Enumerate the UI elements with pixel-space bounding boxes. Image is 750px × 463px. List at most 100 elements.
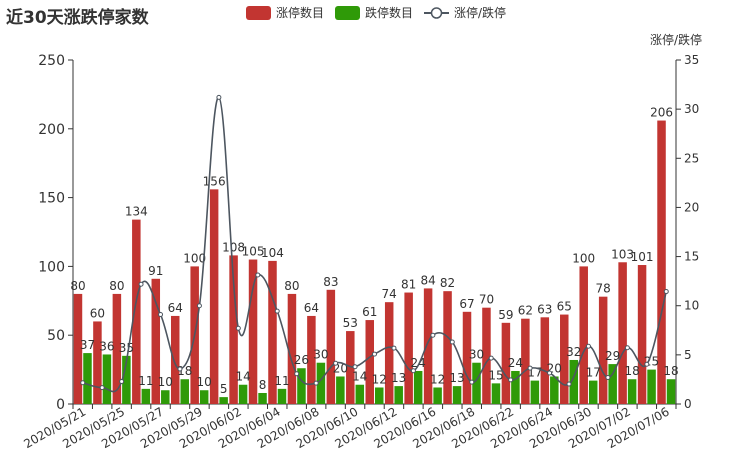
- bar-label-limit-up: 134: [125, 205, 148, 219]
- bar-limit-down: [102, 354, 112, 404]
- bar-limit-up: [170, 315, 180, 404]
- ratio-line-point: [624, 345, 630, 351]
- ratio-line-point: [99, 385, 105, 391]
- y-right-tick-label: 35: [684, 53, 699, 67]
- legend-label: 涨停/跌停: [454, 5, 506, 20]
- bar-label-limit-up: 83: [323, 275, 338, 289]
- bar-label-limit-up: 84: [420, 273, 435, 287]
- bar-limit-down: [588, 380, 598, 404]
- bar-label-limit-up: 65: [557, 300, 572, 314]
- ratio-line-point: [372, 351, 377, 357]
- bar-limit-down: [297, 368, 306, 404]
- bar-limit-down: [375, 387, 384, 404]
- ratio-line-point: [235, 325, 241, 331]
- ratio-line-point: [138, 281, 144, 287]
- bar-label-limit-up: 62: [518, 304, 533, 318]
- bar-label-limit-up: 82: [440, 276, 455, 290]
- ratio-line-point: [430, 332, 436, 338]
- bar-limit-up: [501, 322, 511, 404]
- bar-label-limit-down: 15: [488, 368, 503, 382]
- ratio-line-point: [313, 380, 319, 386]
- y-right-tick-label: 15: [684, 250, 699, 264]
- ratio-line-point: [527, 365, 533, 371]
- bar-label-limit-down: 32: [566, 345, 581, 359]
- ratio-line-point: [216, 94, 222, 100]
- ratio-line-point: [508, 377, 514, 383]
- bar-limit-down: [569, 359, 579, 404]
- y-left-tick-label: 0: [56, 397, 65, 413]
- bar-limit-up: [346, 331, 355, 404]
- y-left-tick-label: 250: [38, 53, 65, 69]
- legend-item-2[interactable]: 跌停数目: [335, 5, 413, 20]
- bar-label-limit-down: 8: [259, 378, 267, 392]
- ratio-line-point: [488, 355, 494, 361]
- bar-limit-down: [141, 388, 151, 404]
- bar-limit-up: [540, 317, 550, 404]
- bar-limit-down: [219, 397, 228, 404]
- legend[interactable]: 涨停数目 跌停数目 涨停/跌停: [246, 5, 506, 20]
- legend-item-3[interactable]: 涨停/跌停: [424, 5, 506, 20]
- bar-label-limit-up: 60: [90, 306, 105, 320]
- bar-limit-up: [112, 293, 122, 404]
- bar-limit-up: [657, 120, 666, 404]
- ratio-line-point: [585, 343, 591, 349]
- ratio-line-point: [333, 360, 339, 366]
- bar-series: [73, 120, 676, 404]
- bar-limit-up: [132, 219, 141, 404]
- bar-labels: 8037603680351341191106418100101565108141…: [70, 106, 678, 397]
- legend-swatch-marker: [430, 7, 443, 19]
- ratio-line-point: [294, 371, 300, 377]
- bar-label-limit-up: 61: [362, 305, 377, 319]
- bar-label-limit-up: 74: [382, 287, 397, 301]
- y-right-tick-label: 25: [684, 151, 699, 165]
- bar-label-limit-down: 12: [372, 372, 387, 386]
- bar-limit-up: [598, 296, 608, 404]
- y-right-tick-label: 0: [684, 397, 692, 411]
- ratio-line-point: [196, 303, 202, 309]
- bar-limit-up: [268, 260, 277, 404]
- bar-label-limit-up: 80: [109, 279, 124, 293]
- ratio-line-point: [80, 380, 86, 386]
- bar-limit-down: [491, 383, 501, 404]
- legend-item-1[interactable]: 涨停数目: [246, 5, 324, 20]
- bar-limit-up: [384, 302, 394, 404]
- legend-label: 跌停数目: [365, 5, 413, 20]
- y-right-tick-label: 10: [684, 299, 699, 313]
- ratio-line-point: [274, 308, 280, 314]
- bar-limit-up: [560, 314, 569, 404]
- bar-label-limit-down: 30: [313, 348, 328, 362]
- bar-label-limit-down: 35: [119, 341, 134, 355]
- bar-limit-up: [618, 262, 627, 404]
- bar-limit-down: [550, 376, 559, 404]
- ratio-line-point: [469, 379, 475, 385]
- y-right-tick-label: 5: [684, 348, 692, 362]
- ratio-line-point: [119, 378, 125, 384]
- bar-label-limit-up: 64: [304, 301, 319, 315]
- bar-limit-up: [365, 320, 374, 404]
- bar-label-limit-up: 103: [611, 247, 634, 261]
- ratio-line-point: [605, 375, 611, 381]
- bar-limit-down: [277, 388, 287, 404]
- bar-limit-up: [482, 307, 491, 404]
- bar-limit-down: [336, 376, 345, 404]
- y-left-tick-label: 150: [38, 191, 65, 207]
- ratio-line-point: [566, 381, 572, 387]
- bar-label-limit-down: 13: [449, 371, 464, 385]
- page-title: 近30天涨跌停家数: [6, 8, 149, 28]
- bar-limit-up: [209, 189, 219, 404]
- bar-limit-up: [443, 291, 452, 404]
- bar-label-limit-down: 13: [391, 371, 406, 385]
- bar-limit-down: [394, 386, 403, 404]
- bar-label-limit-up: 80: [284, 279, 299, 293]
- bar-limit-down: [647, 369, 656, 404]
- ratio-line-series: [80, 94, 669, 393]
- bar-limit-down: [238, 384, 248, 404]
- bar-label-limit-up: 53: [343, 316, 358, 330]
- bar-label-limit-up: 59: [498, 308, 513, 322]
- bar-label-limit-down: 36: [99, 339, 114, 353]
- ratio-line-point: [449, 339, 455, 345]
- bar-limit-up: [462, 311, 472, 404]
- bar-limit-up: [423, 288, 433, 404]
